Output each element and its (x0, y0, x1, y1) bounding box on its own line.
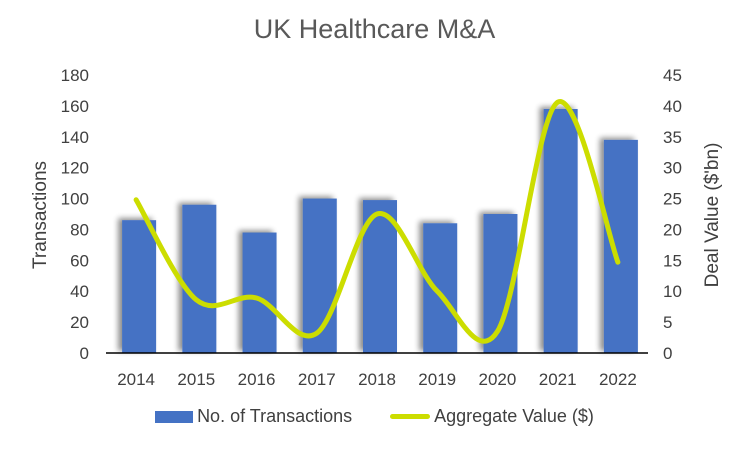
bar (423, 223, 458, 353)
y-right-tick-label: 0 (663, 344, 672, 363)
x-tick-label: 2018 (358, 370, 396, 389)
chart-title: UK Healthcare M&A (253, 14, 496, 44)
left-y-axis: 0 20 40 60 80 100 120 140 160 180 (61, 66, 89, 363)
x-tick-label: 2014 (117, 370, 155, 389)
y-tick-label: 100 (61, 190, 89, 209)
legend-item-transactions: No. of Transactions (155, 406, 352, 427)
bar (122, 220, 157, 353)
left-axis-title: Transactions (30, 161, 51, 269)
y-right-tick-label: 30 (663, 159, 682, 178)
x-axis: 2014 2015 2016 2017 2018 2019 2020 2021 2022 (117, 370, 637, 389)
bar (603, 139, 638, 353)
bar-series (122, 108, 638, 353)
x-tick-label: 2021 (539, 370, 577, 389)
bar (543, 108, 578, 353)
bar (242, 232, 277, 353)
x-tick-label: 2017 (298, 370, 336, 389)
legend-label: No. of Transactions (197, 406, 353, 426)
right-y-axis: 0 5 10 15 20 25 30 35 40 45 (663, 66, 682, 363)
y-tick-label: 140 (61, 128, 89, 147)
y-tick-label: 80 (70, 220, 89, 239)
x-tick-label: 2020 (479, 370, 517, 389)
x-tick-label: 2022 (599, 370, 637, 389)
y-right-tick-label: 20 (663, 220, 682, 239)
y-right-tick-label: 45 (663, 66, 682, 85)
legend-label: Aggregate Value ($) (434, 406, 594, 426)
line-series (133, 99, 621, 344)
y-right-tick-label: 10 (663, 282, 682, 301)
line-swatch-icon (390, 414, 431, 419)
y-tick-label: 160 (61, 97, 89, 116)
bar-swatch-icon (155, 410, 194, 423)
bar (182, 204, 217, 353)
legend-item-aggregate-value: Aggregate Value ($) (390, 406, 594, 427)
y-tick-label: 40 (70, 282, 89, 301)
y-right-tick-label: 15 (663, 251, 682, 270)
x-tick-label: 2015 (177, 370, 215, 389)
y-tick-label: 60 (70, 251, 89, 270)
y-right-tick-label: 25 (663, 190, 682, 209)
legend: No. of Transactions Aggregate Value ($) (0, 406, 749, 427)
y-right-tick-label: 5 (663, 313, 672, 332)
x-tick-label: 2019 (418, 370, 456, 389)
y-right-tick-label: 35 (663, 128, 682, 147)
y-tick-label: 0 (80, 344, 89, 363)
x-tick-label: 2016 (238, 370, 276, 389)
y-tick-label: 20 (70, 313, 89, 332)
y-tick-label: 120 (61, 159, 89, 178)
y-right-tick-label: 40 (663, 97, 682, 116)
y-tick-label: 180 (61, 66, 89, 85)
right-axis-title: Deal Value ($'bn) (702, 143, 723, 288)
